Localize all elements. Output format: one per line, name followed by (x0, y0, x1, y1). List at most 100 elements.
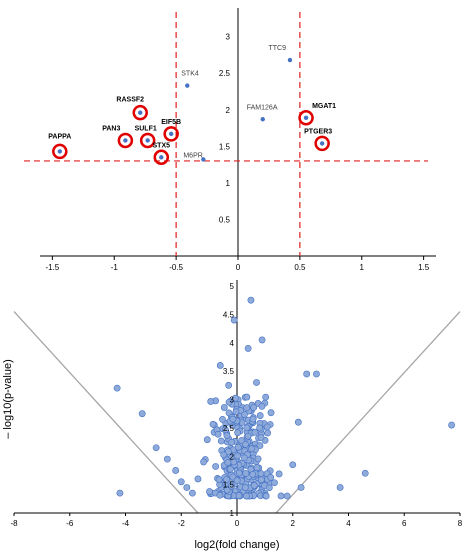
data-point (242, 441, 249, 448)
data-point (243, 404, 251, 412)
data-point (228, 438, 236, 446)
gene-point (303, 115, 309, 120)
data-point (230, 316, 238, 324)
data-point (297, 484, 305, 491)
data-point (250, 404, 258, 411)
volcano-chart: -8 -6 -4 -2 0 2 4 6 8 1 1.5 2 2.5 3 3.5 4 4.5 5 log2(fold … (2, 280, 463, 551)
gene-point (201, 157, 206, 162)
x-tick-label: 0.5 (294, 263, 306, 272)
data-point (244, 432, 252, 440)
data-point (247, 296, 255, 304)
gene-label: EIF5B (161, 119, 181, 126)
gene-label: MGAT1 (312, 103, 336, 110)
data-point (253, 379, 260, 386)
y-tick-label: 3 (226, 33, 231, 42)
data-point (206, 488, 213, 495)
gene-label: FAM126A (247, 104, 278, 111)
data-point (253, 464, 261, 472)
data-point (152, 444, 160, 452)
data-point (258, 336, 266, 344)
data-point (257, 433, 265, 441)
data-point (271, 479, 278, 487)
data-point (223, 432, 231, 440)
data-point (258, 402, 266, 410)
highlight-ring (153, 149, 170, 166)
gene-point (57, 149, 62, 154)
y-tick-label: 2 (230, 452, 235, 461)
y-tick-label: 2.5 (219, 69, 231, 78)
data-point (265, 484, 273, 492)
data-point (275, 470, 283, 478)
data-point (254, 455, 262, 463)
data-point (235, 469, 243, 477)
data-point (229, 473, 237, 481)
data-point (244, 345, 252, 352)
data-point (225, 381, 233, 389)
x-tick-label: 4 (346, 519, 351, 528)
gene-point (123, 138, 128, 143)
highlight-ring (52, 143, 68, 160)
data-point (233, 477, 241, 485)
data-point (177, 478, 185, 486)
data-point (241, 484, 249, 492)
data-point (207, 398, 215, 405)
data-point (223, 486, 231, 494)
data-point (294, 418, 302, 426)
y-tick-label: 1 (226, 179, 231, 188)
data-point (262, 393, 270, 401)
data-point (209, 420, 217, 428)
data-point (223, 476, 230, 483)
significance-funnel-line (13, 311, 199, 514)
data-point (448, 421, 456, 429)
gene-label: TTC9 (268, 45, 286, 52)
y-tick-label: 1.5 (219, 142, 231, 151)
data-point (256, 412, 264, 419)
data-point (243, 492, 250, 500)
y-tick-label: 2 (226, 106, 231, 115)
data-point (220, 404, 228, 411)
data-point (194, 475, 202, 483)
data-point (232, 408, 240, 416)
y-tick-label: 1.5 (223, 481, 235, 490)
x-tick-label: 0 (235, 519, 240, 528)
highlight-ring (132, 104, 148, 121)
data-point (313, 370, 320, 378)
data-point (283, 492, 291, 500)
data-point (249, 470, 257, 478)
data-point (249, 415, 257, 423)
x-tick-label: -0.5 (169, 263, 183, 272)
y-tick-label: 1 (230, 509, 235, 518)
data-point (212, 463, 220, 470)
data-point (225, 398, 233, 406)
highlight-ring (298, 110, 314, 126)
x-tick-label: -6 (66, 519, 74, 528)
gene-label: STK4 (181, 71, 199, 78)
x-tick-label: -1.5 (45, 263, 59, 272)
data-point (234, 452, 241, 460)
x-tick-label: -8 (10, 519, 18, 528)
x-tick-label: -1 (111, 263, 119, 272)
data-point (336, 484, 344, 491)
data-point (251, 428, 259, 436)
x-tick-label: 1 (360, 263, 365, 272)
data-point (267, 409, 275, 417)
gene-point (168, 131, 174, 137)
data-point (224, 459, 232, 466)
significance-funnel-line (275, 311, 461, 514)
data-point (250, 482, 258, 489)
data-point (229, 415, 237, 423)
gene-label: STX5 (153, 142, 171, 149)
gene-label: M6PR (183, 152, 202, 159)
data-point (248, 445, 255, 453)
data-point (188, 489, 196, 497)
x-tick-label: 6 (402, 519, 407, 528)
data-point (243, 393, 251, 401)
data-point (200, 458, 207, 466)
data-point (256, 424, 264, 432)
data-point (219, 415, 226, 423)
data-point (361, 469, 369, 477)
gene-point (319, 141, 325, 146)
x-tick-label: 2 (291, 519, 296, 528)
data-point (220, 451, 228, 459)
gene-point (287, 57, 293, 63)
